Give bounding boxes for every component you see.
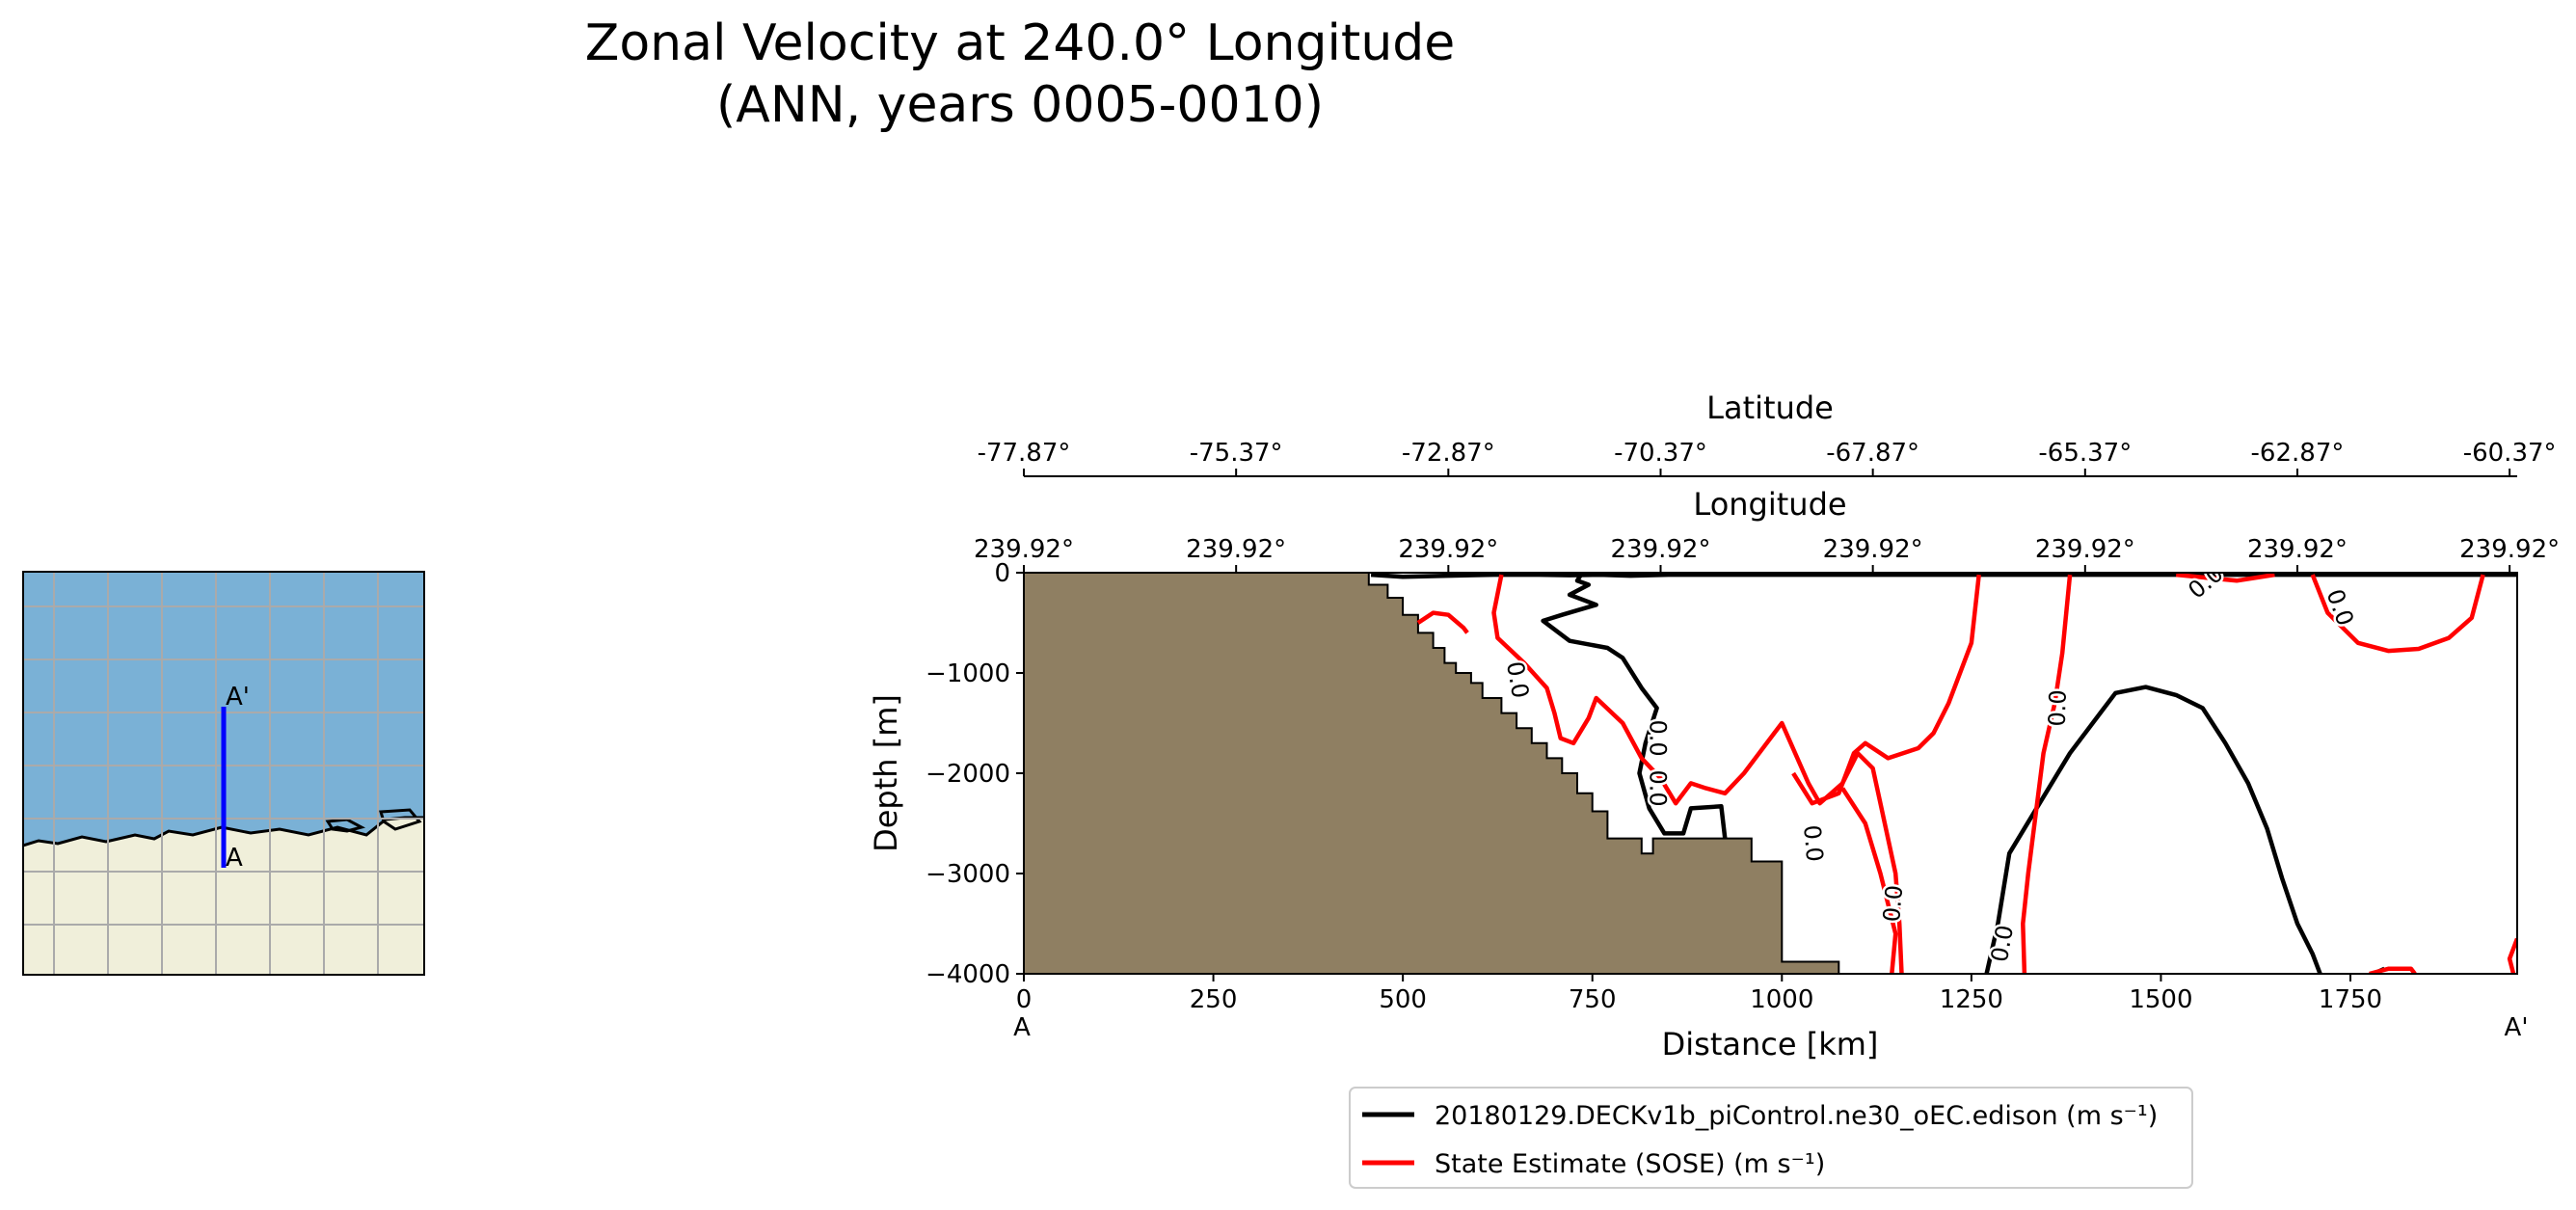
contour-label: 0.0: [2183, 560, 2228, 605]
y-tick-label: −2000: [926, 760, 1010, 789]
contour-label: 0.0: [1501, 659, 1534, 700]
latitude-tick-label: -72.87°: [1402, 439, 1495, 468]
latitude-tick-label: -75.37°: [1190, 439, 1283, 468]
longitude-tick-label: 239.92°: [2035, 535, 2135, 564]
x-tick-label: 250: [1190, 985, 1238, 1014]
contour-label: 0.0: [1986, 923, 2019, 963]
obs-contour-line: [2310, 574, 2485, 654]
contour-label: 0.0: [1645, 720, 1672, 757]
y-tick-label: 0: [994, 559, 1010, 588]
obs-contour-line: [1840, 787, 1898, 974]
map-coastline: [23, 816, 424, 847]
x-tick-label: 1250: [1940, 985, 2003, 1014]
x-tick-label: 1000: [1750, 985, 1813, 1014]
y-tick-label: −4000: [926, 960, 1010, 989]
latitude-tick-label: -65.37°: [2038, 439, 2132, 468]
x-tick-label: 1500: [2129, 985, 2192, 1014]
contour-series: [1370, 573, 2517, 974]
legend: 20180129.DECKv1b_piControl.ne30_oEC.edis…: [1349, 1087, 2193, 1189]
y-axis-ticks: 0 −1000 −2000 −3000 −4000: [926, 559, 1024, 989]
map-label-start: A: [226, 844, 243, 873]
x-axis-ticks: 0 250 500 750 1000 1250 1500 1750: [1016, 974, 2382, 1014]
x-axis-label: Distance [km]: [1662, 1026, 1879, 1062]
legend-label-obs: State Estimate (SOSE) (m s⁻¹): [1435, 1149, 1825, 1179]
x-end-label-end: A': [2505, 1013, 2529, 1042]
longitude-axis-ticks: 239.92° 239.92° 239.92° 239.92° 239.92° 239.9…: [974, 535, 2560, 573]
longitude-tick-label: 239.92°: [1186, 535, 1286, 564]
obs-contour-line: [2021, 574, 2073, 974]
map-label-end: A': [226, 683, 250, 712]
x-tick-label: 750: [1569, 985, 1617, 1014]
longitude-axis-label: Longitude: [1693, 486, 1846, 523]
section-plot: 0.0 0.0 0.0 0.0 0.0 0.0 0.0 0.0 0.0 0 250 500 750 10…: [868, 390, 2560, 1062]
contour-label: 0.0: [2044, 689, 2072, 727]
obs-contour-line: [1491, 574, 1904, 974]
latitude-tick-label: -60.37°: [2463, 439, 2557, 468]
latitude-axis-ticks: -77.87° -75.37° -72.87° -70.37° -67.87° -65.3…: [978, 439, 2557, 476]
bathymetry-fill: [1024, 573, 1840, 974]
obs-contour-line: [1791, 574, 1981, 806]
chart-title: Zonal Velocity at 240.0° Longitude: [585, 14, 1456, 72]
x-tick-label: 1750: [2319, 985, 2382, 1014]
legend-label-model: 20180129.DECKv1b_piControl.ne30_oEC.edis…: [1435, 1101, 2158, 1131]
x-end-label-start: A: [1013, 1013, 1031, 1042]
y-tick-label: −1000: [926, 659, 1010, 688]
obs-contour-line: [1416, 610, 1469, 634]
obs-contour-line: [2175, 573, 2275, 583]
contour-label: 0.0: [2321, 585, 2358, 629]
longitude-tick-label: 239.92°: [1610, 535, 1710, 564]
obs-contour-line: [2507, 937, 2517, 974]
latitude-tick-label: -77.87°: [978, 439, 1071, 468]
longitude-tick-label: 239.92°: [1823, 535, 1923, 564]
map-islands: [325, 808, 422, 833]
y-tick-label: −3000: [926, 860, 1010, 889]
contour-labels: 0.0 0.0 0.0 0.0 0.0 0.0 0.0 0.0 0.0: [1498, 560, 2361, 966]
y-axis-label: Depth [m]: [868, 694, 904, 852]
inset-map: A' A: [22, 571, 425, 976]
longitude-tick-label: 239.92°: [2247, 535, 2348, 564]
model-contour-line: [1541, 573, 1728, 839]
map-frame: [22, 571, 425, 976]
chart-subtitle: (ANN, years 0005-0010): [716, 76, 1324, 134]
latitude-tick-label: -67.87°: [1826, 439, 1919, 468]
contour-label: 0.0: [1878, 884, 1908, 923]
longitude-tick-label: 239.92°: [2459, 535, 2560, 564]
x-tick-label: 500: [1379, 985, 1427, 1014]
legend-frame: [1349, 1087, 2193, 1189]
contour-label: 0.0: [1798, 823, 1828, 862]
latitude-axis-label: Latitude: [1706, 390, 1834, 426]
obs-contour-line: [2369, 966, 2417, 974]
model-contour-line: [1984, 685, 2322, 974]
longitude-tick-label: 239.92°: [1398, 535, 1498, 564]
model-contour-line: [1370, 573, 2517, 579]
x-tick-label: 0: [1016, 985, 1033, 1014]
latitude-tick-label: -62.87°: [2251, 439, 2345, 468]
longitude-tick-label: 239.92°: [974, 535, 1074, 564]
contour-label: 0.0: [1645, 770, 1672, 807]
latitude-tick-label: -70.37°: [1614, 439, 1707, 468]
